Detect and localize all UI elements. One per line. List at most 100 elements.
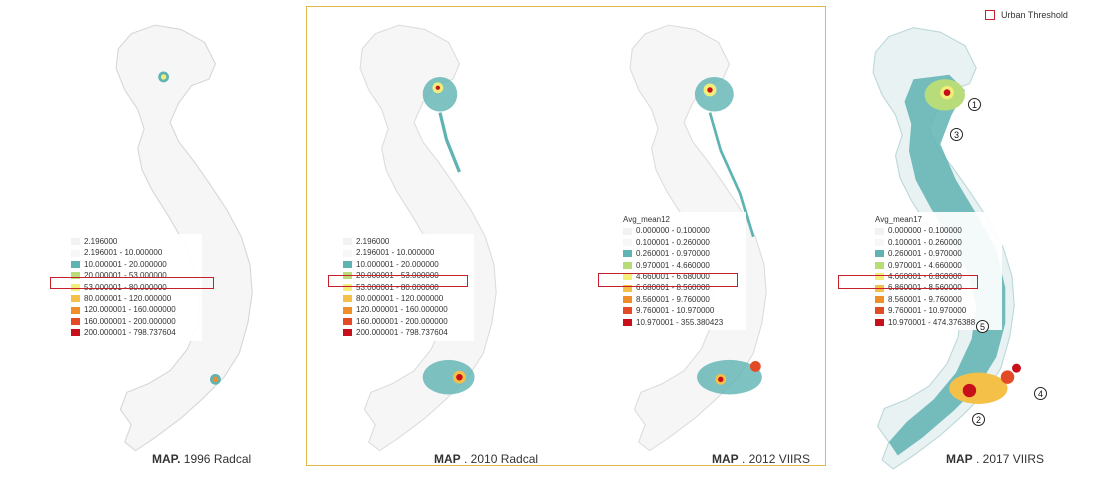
legend-swatch — [875, 250, 884, 258]
legend-label: 2.196001 - 10.000000 — [84, 248, 163, 258]
legend-swatch — [875, 318, 884, 326]
legend-swatch — [623, 250, 632, 258]
legend-swatch — [875, 295, 884, 303]
legend-swatch — [623, 295, 632, 303]
legend-label: 10.000001 - 20.000000 — [356, 259, 439, 269]
legend-row: 0.100001 - 0.260000 — [623, 237, 743, 248]
legend-label: 2.196001 - 10.000000 — [356, 248, 435, 258]
threshold-box-1996 — [50, 277, 214, 289]
legend-label: 120.000001 - 160.000000 — [356, 305, 448, 315]
map-panel-2012: Avg_mean12 0.000000 - 0.100000 0.100001 … — [584, 0, 834, 482]
legend-swatch — [71, 272, 80, 280]
legend-swatch — [623, 307, 632, 315]
legend-2010: 2.196000 2.196001 - 10.000000 10.000001 … — [340, 234, 474, 341]
legend-row: 0.260001 - 0.970000 — [623, 248, 743, 259]
legend-swatch — [71, 317, 80, 325]
vietnam-map-2017 — [872, 27, 1021, 470]
legend-row: 80.000001 - 120.000000 — [343, 293, 471, 304]
legend-row: 2.196001 - 10.000000 — [343, 247, 471, 258]
legend-1996: 2.196000 2.196001 - 10.000000 10.000001 … — [68, 234, 202, 341]
marker-2: 2 — [972, 413, 985, 426]
legend-row: 20.000001 - 53.000000 — [71, 270, 199, 281]
legend-label: 8.560001 - 9.760000 — [888, 294, 962, 304]
map-panel-1996: 2.196000 2.196001 - 10.000000 10.000001 … — [48, 0, 308, 482]
legend-label: 6.860001 - 8.560000 — [888, 283, 962, 293]
legend-swatch — [343, 249, 352, 257]
caption-2010: MAP . 2010 Radcal — [434, 452, 539, 466]
marker-4: 4 — [1034, 387, 1047, 400]
legend-swatch — [71, 283, 80, 291]
urban-threshold-swatch — [985, 10, 995, 20]
legend-swatch — [623, 238, 632, 246]
legend-row: 6.680001 - 8.560000 — [623, 282, 743, 293]
legend-row: 9.760001 - 10.970000 — [623, 305, 743, 316]
legend-swatch — [71, 238, 80, 246]
legend-row: 0.100001 - 0.260000 — [875, 237, 999, 248]
legend-row: 0.970001 - 4.660000 — [623, 260, 743, 271]
caption-1996: MAP. 1996 Radcal — [152, 452, 252, 466]
highlight-frame — [306, 6, 826, 466]
legend-label: 53.000001 - 80.000000 — [84, 282, 167, 292]
legend-swatch — [875, 238, 884, 246]
legend-label: 0.260001 - 0.970000 — [888, 249, 962, 259]
legend-label: 0.000000 - 0.100000 — [888, 226, 962, 236]
legend-swatch — [71, 260, 80, 268]
legend-row: 9.760001 - 10.970000 — [875, 305, 999, 316]
legend-row: 10.970001 - 474.376388 — [875, 317, 999, 328]
legend-swatch — [875, 307, 884, 315]
legend-label: 0.260001 - 0.970000 — [636, 249, 710, 259]
legend-2017: Avg_mean17 0.000000 - 0.100000 0.100001 … — [872, 212, 1002, 330]
legend-title: Avg_mean12 — [623, 215, 670, 224]
legend-row: 0.000000 - 0.100000 — [875, 225, 999, 236]
legend-swatch — [875, 261, 884, 269]
legend-swatch — [71, 249, 80, 257]
legend-swatch — [343, 306, 352, 314]
caption-2017: MAP . 2017 VIIRS — [946, 452, 1045, 466]
legend-row: 10.000001 - 20.000000 — [71, 259, 199, 270]
legend-swatch — [875, 273, 884, 281]
legend-swatch — [623, 261, 632, 269]
legend-label: 80.000001 - 120.000000 — [84, 293, 172, 303]
legend-row: 120.000001 - 160.000000 — [71, 304, 199, 315]
legend-label: 200.000001 - 798.737604 — [356, 328, 448, 338]
legend-label: 200.000001 - 798.737604 — [84, 328, 176, 338]
legend-row: 2.196000 — [343, 236, 471, 247]
legend-row: 160.000001 - 200.000000 — [71, 316, 199, 327]
vietnam-map-2010 — [359, 24, 497, 452]
legend-label: 9.760001 - 10.970000 — [636, 306, 715, 316]
legend-swatch — [623, 284, 632, 292]
legend-row: 200.000001 - 798.737604 — [343, 327, 471, 338]
legend-label: 10.970001 - 474.376388 — [888, 317, 976, 327]
legend-swatch — [71, 295, 80, 303]
legend-row: 53.000001 - 80.000000 — [71, 282, 199, 293]
legend-swatch — [343, 329, 352, 337]
legend-label: 20.000001 - 53.000000 — [84, 271, 167, 281]
legend-label: 0.100001 - 0.260000 — [636, 237, 710, 247]
legend-label: 120.000001 - 160.000000 — [84, 305, 176, 315]
legend-swatch — [343, 238, 352, 246]
legend-label: 8.560001 - 9.760000 — [636, 294, 710, 304]
legend-row: 4.660001 - 6.680000 — [623, 271, 743, 282]
legend-row: 0.970001 - 4.660000 — [875, 260, 999, 271]
legend-swatch — [875, 227, 884, 235]
vietnam-map-1996 — [115, 24, 253, 452]
legend-label: 53.000001 - 80.000000 — [356, 282, 439, 292]
legend-label: 10.970001 - 355.380423 — [636, 317, 724, 327]
legend-row: 10.970001 - 355.380423 — [623, 317, 743, 328]
marker-5: 5 — [976, 320, 989, 333]
legend-row: 8.560001 - 9.760000 — [875, 294, 999, 305]
legend-title: Avg_mean17 — [875, 215, 922, 224]
legend-label: 0.970001 - 4.660000 — [888, 260, 962, 270]
threshold-box-2017 — [838, 275, 978, 289]
legend-label: 0.100001 - 0.260000 — [888, 237, 962, 247]
map-panel-2010: 2.196000 2.196001 - 10.000000 10.000001 … — [310, 0, 570, 482]
map-panel-2017: Avg_mean17 0.000000 - 0.100000 0.100001 … — [836, 0, 1100, 482]
urban-threshold-label: Urban Threshold — [1001, 10, 1068, 20]
legend-label: 2.196000 — [356, 237, 390, 246]
legend-row: 8.560001 - 9.760000 — [623, 294, 743, 305]
legend-row: 160.000001 - 200.000000 — [343, 316, 471, 327]
legend-row: 120.000001 - 160.000000 — [343, 304, 471, 315]
legend-swatch — [71, 306, 80, 314]
legend-label: 0.000000 - 0.100000 — [636, 226, 710, 236]
legend-label: 6.680001 - 8.560000 — [636, 283, 710, 293]
